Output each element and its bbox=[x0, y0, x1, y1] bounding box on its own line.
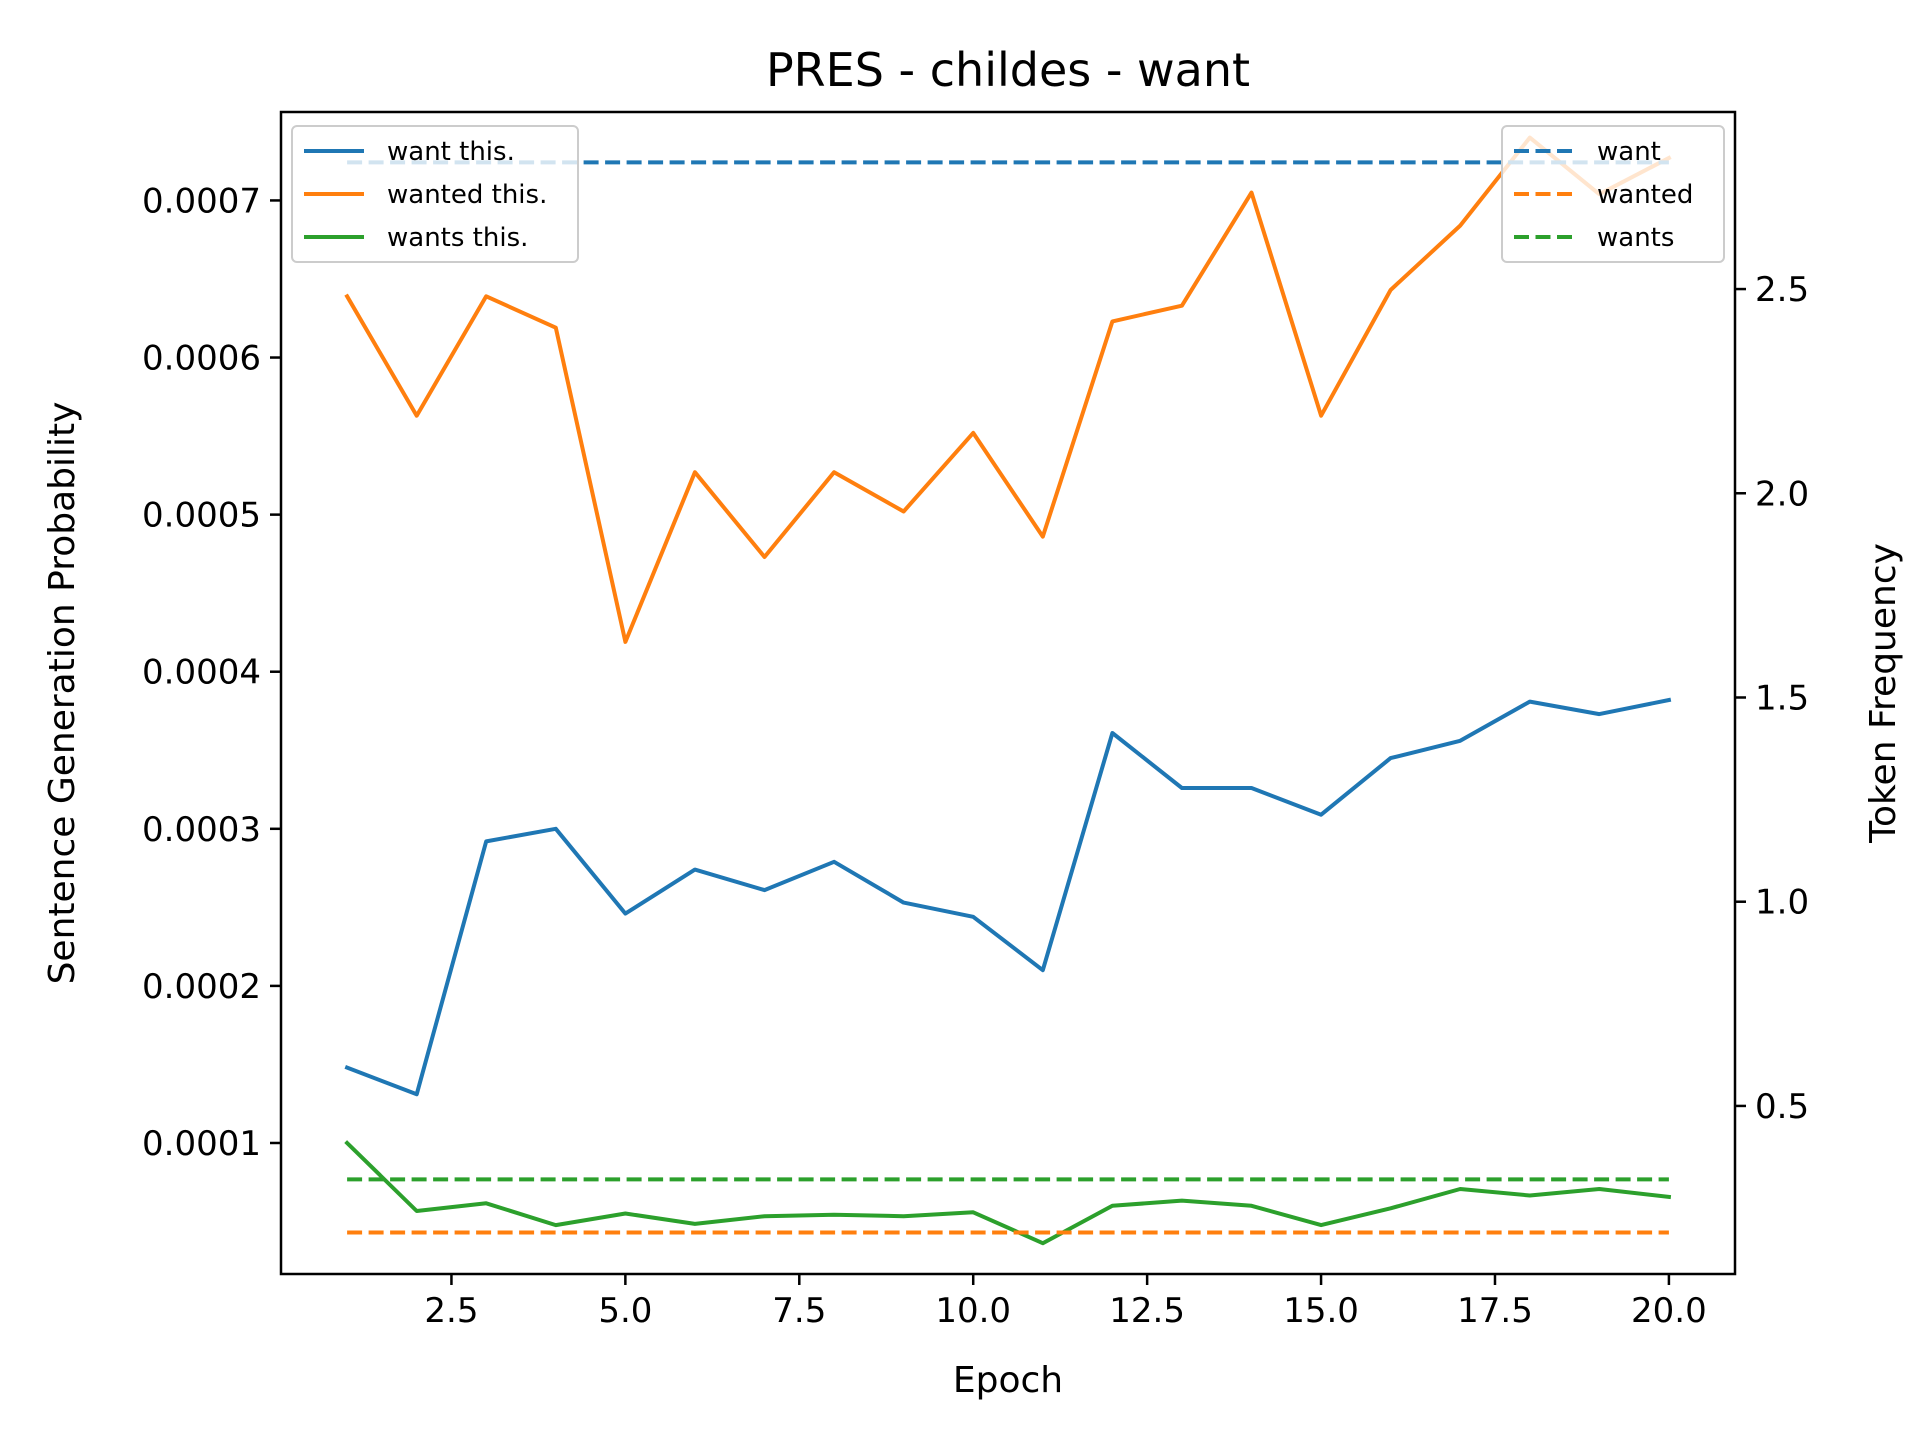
x-axis-ticks: 2.5 5.0 7.5 10.0 12.5 15.0 17.5 20.0 bbox=[424, 1274, 1707, 1331]
legend-label: wanted bbox=[1597, 180, 1693, 210]
x-axis-label: Epoch bbox=[953, 1360, 1063, 1401]
y-tick-label: 0.0004 bbox=[142, 653, 261, 693]
series-line-1 bbox=[344, 697, 1672, 1097]
x-tick-label: 12.5 bbox=[1109, 1291, 1185, 1331]
plot-lines bbox=[344, 135, 1672, 1246]
x-tick-label: 5.0 bbox=[598, 1291, 652, 1331]
x-tick-label: 7.5 bbox=[772, 1291, 826, 1331]
y-tick-label: 0.0005 bbox=[142, 496, 261, 536]
x-tick-label: 10.0 bbox=[935, 1291, 1011, 1331]
y-tick-label: 0.0002 bbox=[142, 967, 261, 1007]
y-tick-label: 0.0007 bbox=[142, 181, 261, 221]
series-line-2 bbox=[344, 135, 1672, 644]
y2-tick-label: 1.0 bbox=[1755, 883, 1809, 923]
y-axis-label: Sentence Generation Probability bbox=[42, 402, 83, 985]
y2-tick-label: 1.5 bbox=[1755, 678, 1809, 718]
legend-label: want bbox=[1597, 137, 1661, 167]
legend-label: want this. bbox=[387, 137, 515, 167]
y2-tick-label: 2.5 bbox=[1755, 270, 1809, 310]
legend-label: wants this. bbox=[387, 223, 528, 253]
x-tick-label: 15.0 bbox=[1283, 1291, 1359, 1331]
legend-box bbox=[291, 125, 579, 263]
y2-tick-label: 0.5 bbox=[1755, 1087, 1809, 1127]
y2-axis-ticks: 0.5 1.0 1.5 2.0 2.5 bbox=[1735, 270, 1809, 1127]
chart-title: PRES - childes - want bbox=[766, 43, 1250, 97]
legend: want this. wanted this. wants this. bbox=[291, 125, 579, 263]
x-tick-label: 2.5 bbox=[424, 1291, 478, 1331]
x-tick-label: 17.5 bbox=[1457, 1291, 1533, 1331]
y-tick-label: 0.0006 bbox=[142, 339, 261, 379]
legend: want wanted wants bbox=[1501, 125, 1725, 263]
y-tick-label: 0.0003 bbox=[142, 810, 261, 850]
x-tick-label: 20.0 bbox=[1631, 1291, 1707, 1331]
legend-label: wanted this. bbox=[387, 180, 547, 210]
y2-axis-label: Token Frequency bbox=[1863, 543, 1904, 844]
y-tick-label: 0.0001 bbox=[142, 1124, 261, 1164]
legend-label: wants bbox=[1597, 223, 1674, 253]
plot-frame bbox=[279, 110, 1737, 1276]
y2-tick-label: 2.0 bbox=[1755, 474, 1809, 514]
legends: want this.wanted this.wants this.wantwan… bbox=[291, 125, 1725, 263]
legend-box bbox=[1501, 125, 1725, 263]
y-axis-ticks: 0.0001 0.0002 0.0003 0.0004 0.0005 0.0006 0.00… bbox=[142, 181, 281, 1164]
series-line-3 bbox=[344, 1140, 1672, 1246]
